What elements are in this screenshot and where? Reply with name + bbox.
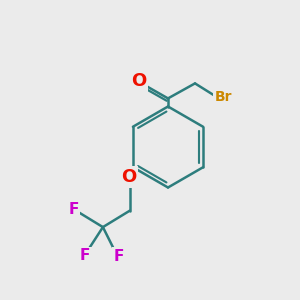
Text: F: F (80, 248, 90, 263)
Text: F: F (68, 202, 79, 217)
Text: O: O (131, 72, 146, 90)
Text: F: F (114, 249, 124, 264)
Text: Br: Br (215, 90, 232, 104)
Text: O: O (121, 168, 136, 186)
